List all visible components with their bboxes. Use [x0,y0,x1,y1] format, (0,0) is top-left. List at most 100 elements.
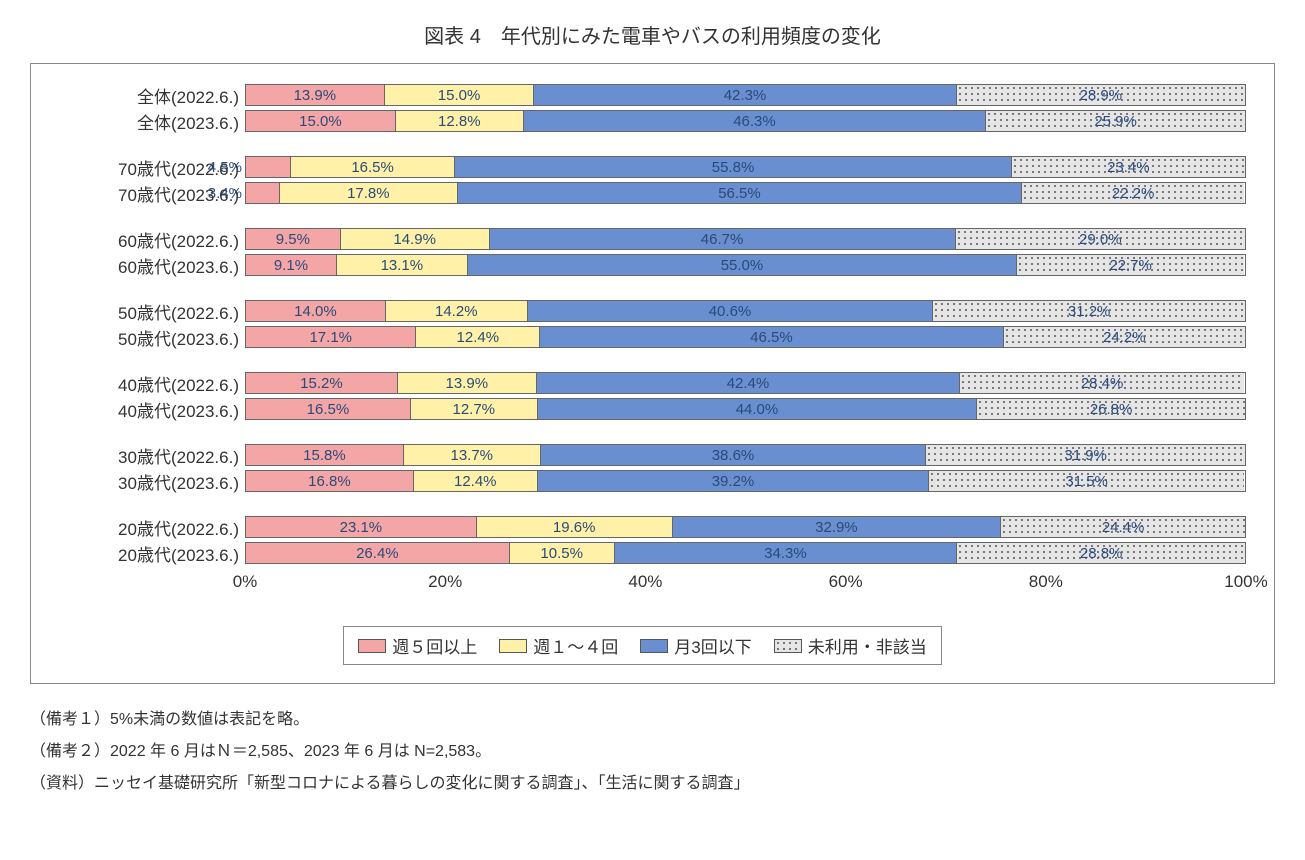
value-label: 22.7% [1109,257,1152,274]
legend-item: 週５回以上 [358,633,477,658]
bar-segment: 13.9% [398,373,537,393]
bar-segment: 12.7% [411,399,538,419]
legend-item: 未利用・非該当 [774,633,927,658]
axis-tick: 40% [628,572,662,592]
axis-tick: 20% [428,572,462,592]
value-label: 16.5% [351,159,394,176]
bar-row: 40歳代(2023.6.)16.5%12.7%44.0%26.8% [39,396,1246,422]
legend-label: 週５回以上 [392,633,477,658]
bar-track: 16.8% 12.4% 39.2% 31.5% [245,470,1246,492]
value-label: 28.8% [1080,545,1123,562]
bar-track: 3.4%17.8%56.5%22.2% [245,182,1246,204]
bar-row: 50歳代(2023.6.)17.1%12.4%46.5%24.2% [39,324,1246,350]
bar-segment: 56.5% [458,183,1022,203]
legend-swatch [499,639,527,653]
value-label: 13.1% [381,257,424,274]
bar-segment: 4.5% [246,157,291,177]
bar-track: 4.5%16.5%55.8%23.4% [245,156,1246,178]
bar-row: 全体(2022.6.)13.9%15.0%42.3%28.9% [39,82,1246,108]
row-label: 20歳代(2023.6.) [39,541,245,566]
bar-track: 14.0%14.2%40.6%31.2% [245,300,1246,322]
bar-segment: 12.4% [414,471,538,491]
value-label: 26.8% [1090,401,1133,418]
row-label: 全体(2023.6.) [39,109,245,134]
legend: 週５回以上 週１～４回 月3回以下 未利用・非該当 [343,626,941,665]
bar-row: 40歳代(2022.6.)15.2%13.9%42.4%28.4% [39,370,1246,396]
bar-row: 60歳代(2023.6.)9.1%13.1%55.0%22.7% [39,252,1246,278]
row-label: 60歳代(2023.6.) [39,253,245,278]
row-group: 40歳代(2022.6.)15.2%13.9%42.4%28.4%40歳代(20… [39,370,1246,422]
bar-segment: 15.8% [246,445,404,465]
legend-label: 週１～４回 [533,633,618,658]
value-label: 24.4% [1102,519,1145,536]
value-label: 10.5% [540,545,583,562]
value-label: 28.9% [1080,87,1123,104]
axis-tick: 80% [1029,572,1063,592]
value-label: 12.4% [454,473,497,490]
value-label: 46.5% [750,329,793,346]
legend-swatch [774,639,802,653]
value-label: 9.5% [276,231,310,248]
legend-item: 月3回以下 [640,633,751,658]
bar-segment: 26.8% [977,399,1245,419]
bar-segment: 31.9% [926,445,1245,465]
bar-segment: 46.3% [524,111,987,131]
axis-tick: 0% [233,572,258,592]
chart-frame: 全体(2022.6.)13.9%15.0%42.3%28.9%全体(2023.6… [30,63,1275,684]
bar-row: 50歳代(2022.6.)14.0%14.2%40.6%31.2% [39,298,1246,324]
bar-segment: 9.1% [246,255,337,275]
legend-item: 週１～４回 [499,633,618,658]
row-label: 60歳代(2022.6.) [39,227,245,252]
row-group: 50歳代(2022.6.)14.0%14.2%40.6%31.2%50歳代(20… [39,298,1246,350]
row-group: 60歳代(2022.6.)9.5%14.9%46.7%29.0%60歳代(202… [39,226,1246,278]
bar-segment: 23.1% [246,517,477,537]
bar-segment: 15.0% [385,85,535,105]
bar-track: 15.0%12.8%46.3%25.9% [245,110,1246,132]
chart-title: 図表 4 年代別にみた電車やバスの利用頻度の変化 [30,20,1275,49]
bar-segment: 28.4% [960,373,1244,393]
bar-segment: 16.5% [291,157,456,177]
bar-segment: 19.6% [477,517,673,537]
bar-segment: 46.5% [540,327,1004,347]
value-label: 16.8% [308,473,351,490]
row-group: 全体(2022.6.)13.9%15.0%42.3%28.9%全体(2023.6… [39,82,1246,134]
bar-track: 17.1%12.4%46.5%24.2% [245,326,1246,348]
bar-segment: 14.9% [341,229,490,249]
value-label: 23.4% [1107,159,1150,176]
value-label: 31.5% [1065,473,1108,490]
bar-segment: 15.0% [246,111,396,131]
row-label: 20歳代(2022.6.) [39,515,245,540]
value-label: 29.0% [1079,231,1122,248]
legend-label: 月3回以下 [674,633,751,658]
value-label: 17.8% [347,185,390,202]
row-group: 70歳代(2022.6.)4.5%16.5%55.8%23.4%70歳代(202… [39,154,1246,206]
bar-segment: 32.9% [673,517,1002,537]
value-label: 13.7% [450,447,493,464]
bar-segment: 39.2% [538,471,930,491]
bar-segment: 24.4% [1001,517,1245,537]
bar-segment: 24.2% [1004,327,1245,347]
row-label: 50歳代(2023.6.) [39,325,245,350]
value-label: 15.0% [299,113,342,130]
bar-segment: 46.7% [490,229,956,249]
value-label: 31.2% [1068,303,1111,320]
footnote-line: （資料）ニッセイ基礎研究所「新型コロナによる暮らしの変化に関する調査」、「生活に… [30,768,1275,800]
bar-track: 15.8%13.7%38.6%31.9% [245,444,1246,466]
bar-segment: 22.2% [1022,183,1244,203]
value-label: 56.5% [718,185,761,202]
value-label: 39.2% [712,473,755,490]
value-label: 15.8% [303,447,346,464]
bar-row: 60歳代(2022.6.) 9.5% 14.9%46.7% 29.0% [39,226,1246,252]
bar-segment: 31.2% [933,301,1245,321]
row-group: 20歳代(2022.6.)23.1%19.6%32.9% 24.4% 20歳代(20… [39,514,1246,566]
footnote-line: （備考２）2022 年 6 月はＮ＝2,585、2023 年 6 月は N=2,… [30,736,1275,768]
value-label: 44.0% [736,401,779,418]
value-label: 13.9% [294,87,337,104]
bar-row: 20歳代(2023.6.) 26.4% 10.5% 34.3% 28.8% [39,540,1246,566]
value-label: 34.3% [764,545,807,562]
legend-label: 未利用・非該当 [808,633,927,658]
bar-segment: 17.1% [246,327,416,347]
row-label: 50歳代(2022.6.) [39,299,245,324]
value-label: 26.4% [356,545,399,562]
value-label: 31.9% [1064,447,1107,464]
